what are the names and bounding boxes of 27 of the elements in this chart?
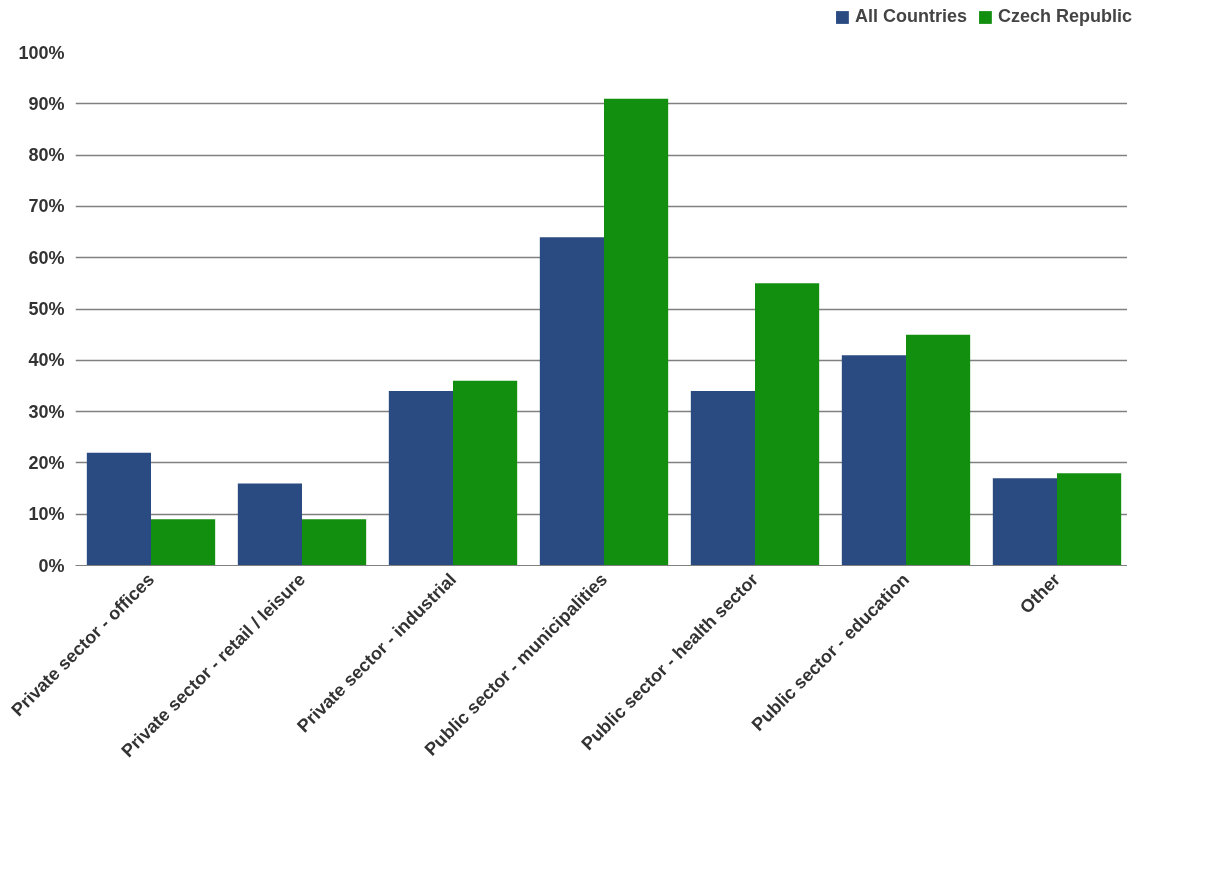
y-tick-label: 100% — [18, 42, 65, 63]
y-tick-label: 10% — [28, 504, 65, 525]
legend-label: Czech Republic — [997, 6, 1132, 27]
y-tick-label: 80% — [28, 145, 65, 166]
y-tick-label: 30% — [28, 401, 65, 422]
y-tick-label: 0% — [38, 555, 65, 576]
y-tick-label: 20% — [28, 452, 65, 473]
bar — [302, 519, 367, 566]
bar — [453, 380, 518, 566]
bar — [906, 334, 971, 566]
bar — [237, 483, 302, 566]
bar — [1057, 473, 1122, 566]
bar — [86, 452, 151, 566]
y-tick-label: 60% — [28, 247, 65, 268]
bar — [992, 478, 1057, 566]
bar — [539, 237, 604, 566]
legend-label: All Countries — [854, 6, 967, 27]
bar — [690, 391, 755, 566]
bar — [604, 98, 669, 566]
y-tick-label: 40% — [28, 350, 65, 371]
bar — [755, 283, 820, 566]
y-tick-label: 90% — [28, 93, 65, 114]
bar — [841, 355, 906, 566]
y-tick-label: 50% — [28, 299, 65, 319]
y-tick-label: 70% — [28, 196, 65, 217]
bar — [151, 519, 216, 566]
bar — [388, 391, 453, 566]
